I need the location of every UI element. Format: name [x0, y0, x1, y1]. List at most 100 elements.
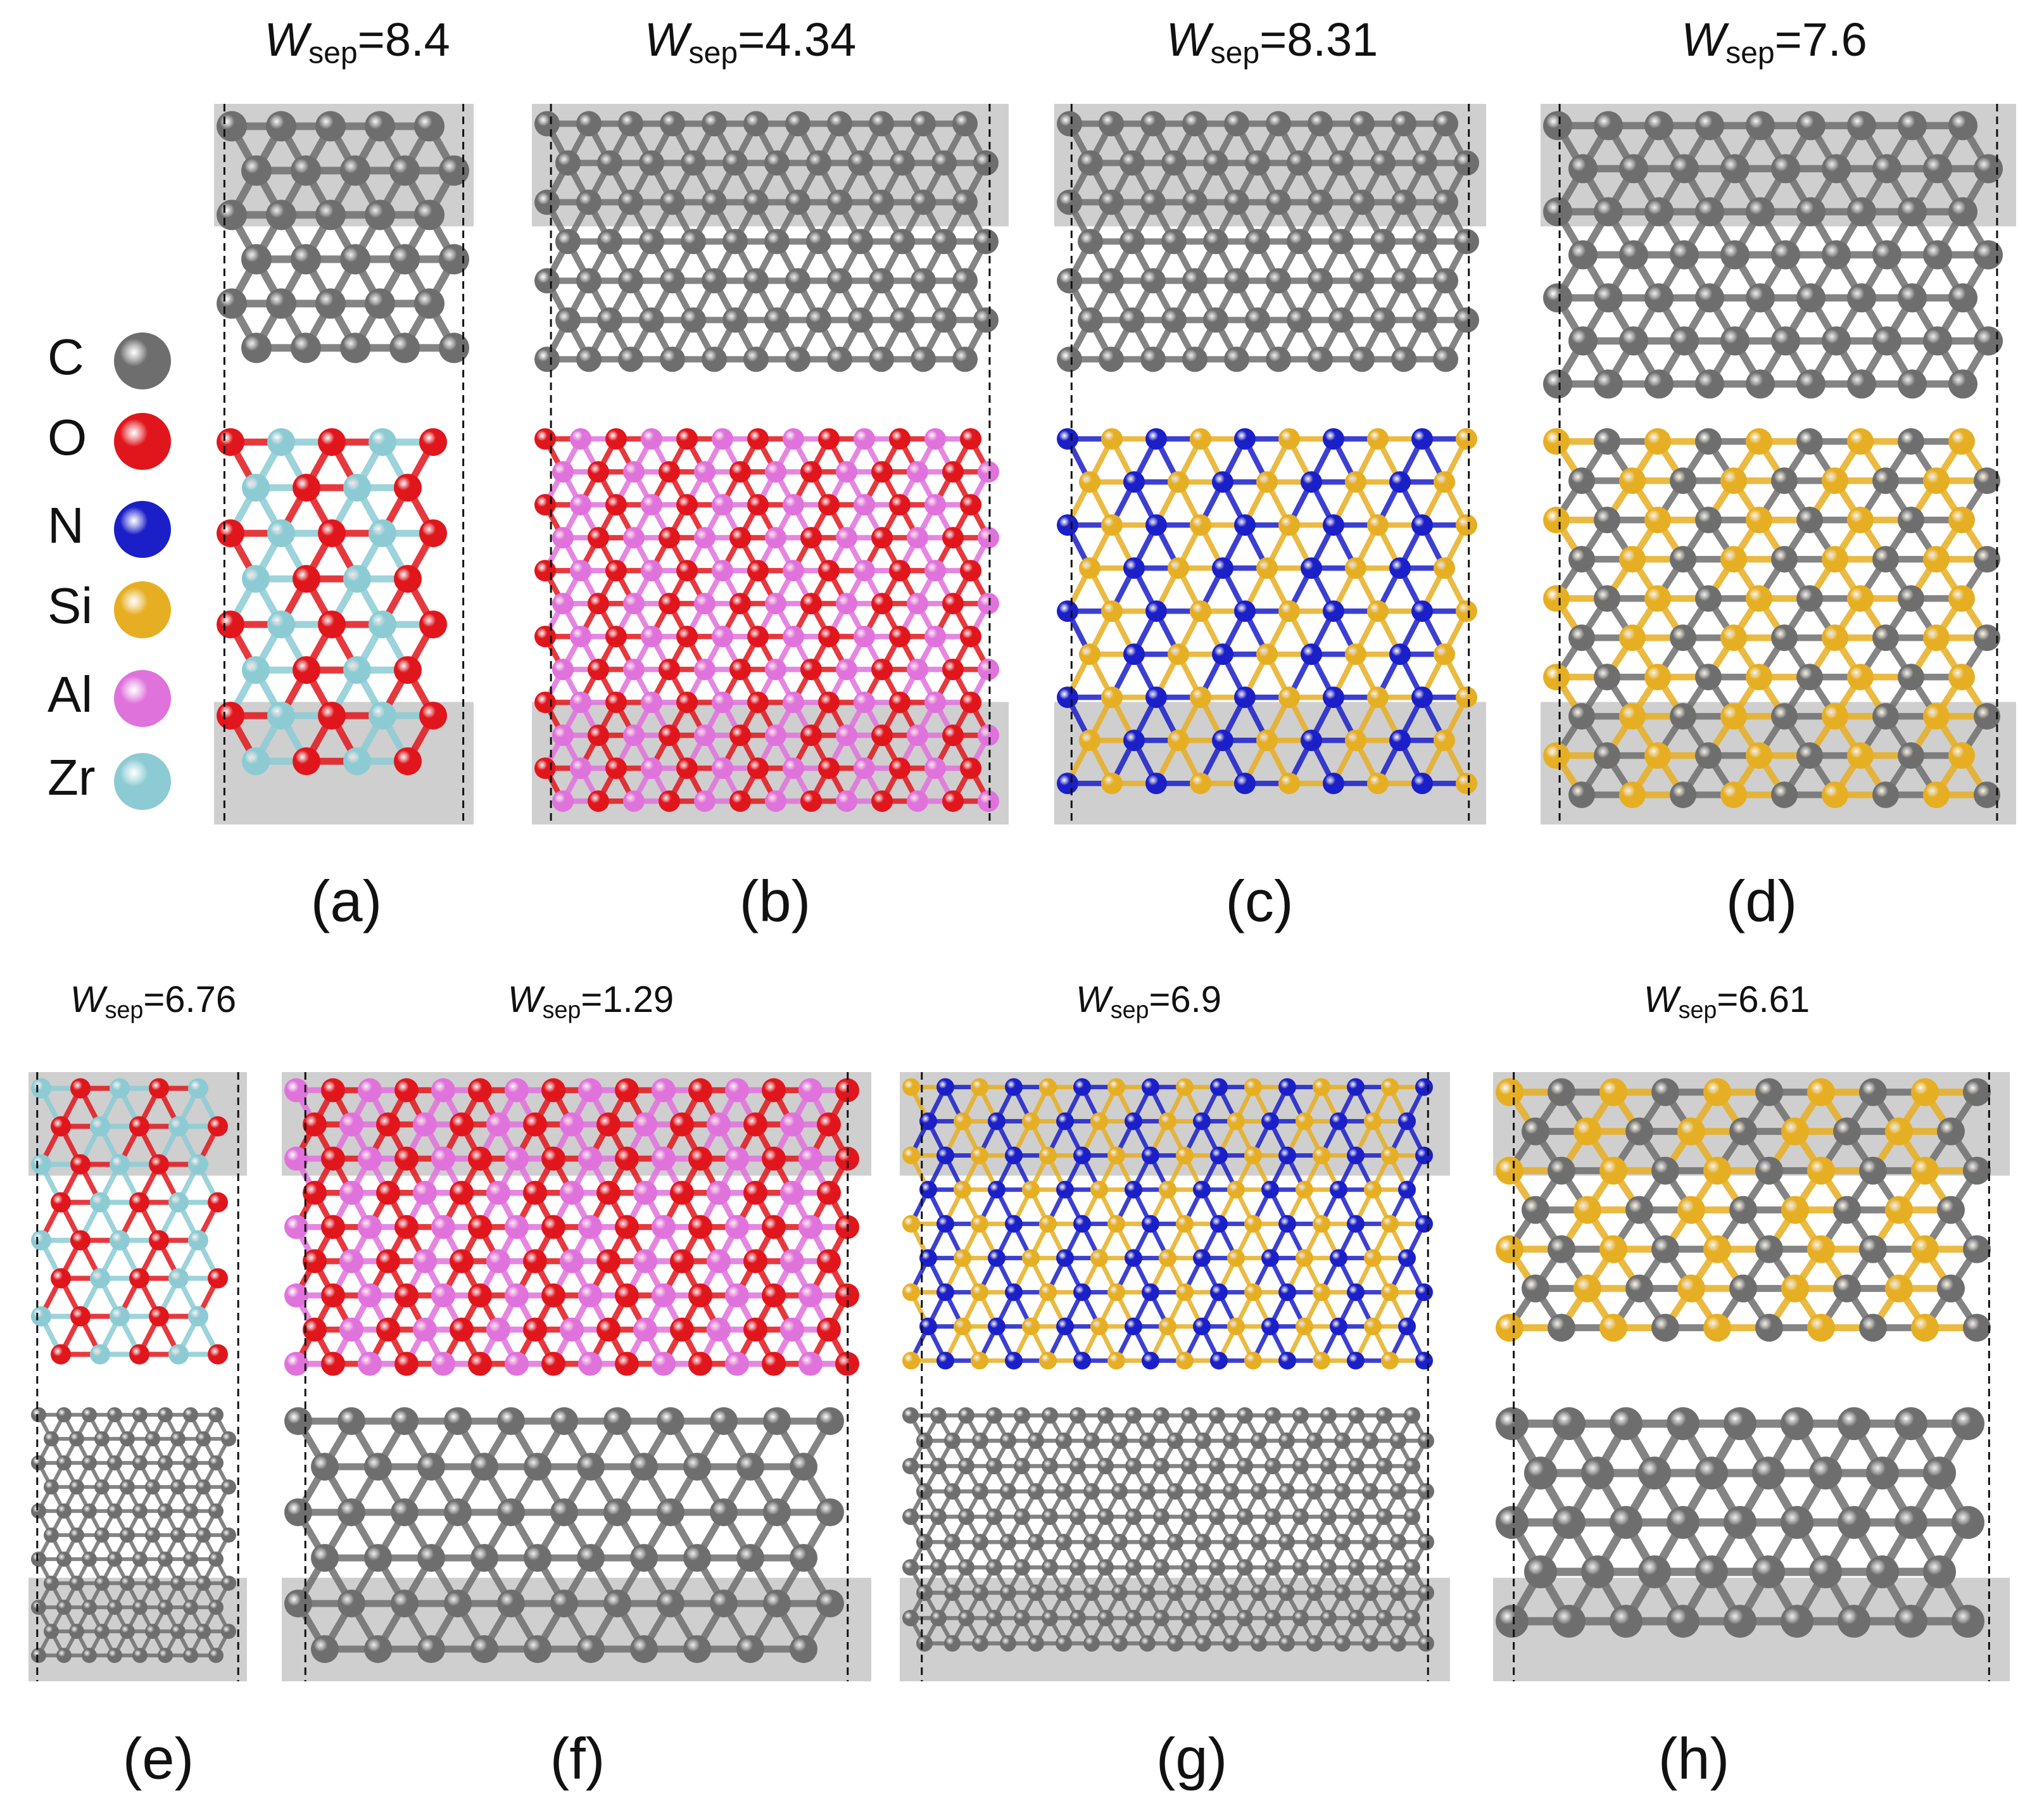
atom	[871, 527, 893, 549]
atom	[534, 626, 556, 648]
atom	[1391, 346, 1416, 372]
atom	[1347, 1283, 1365, 1301]
atom	[683, 1635, 711, 1664]
atom	[1176, 1283, 1194, 1301]
atom	[208, 1503, 224, 1519]
fixed-layer	[1054, 702, 1486, 825]
atom	[1328, 150, 1354, 176]
atom	[1729, 1117, 1757, 1146]
atom	[1847, 507, 1874, 534]
atom	[1142, 1283, 1159, 1301]
atom	[1720, 154, 1750, 184]
atom	[765, 659, 786, 681]
atom	[524, 1635, 552, 1664]
atom	[1746, 507, 1772, 534]
atom	[729, 527, 751, 549]
atom	[1111, 1432, 1128, 1450]
atom	[1963, 1078, 1991, 1106]
atom	[369, 610, 396, 639]
atom	[1145, 600, 1167, 622]
atom	[321, 1146, 345, 1171]
atom	[120, 1624, 135, 1640]
atom	[986, 1610, 1002, 1627]
atom	[1695, 428, 1722, 455]
atom	[168, 1116, 189, 1137]
atom	[1391, 111, 1416, 137]
atom	[1796, 585, 1823, 612]
atom	[1278, 1635, 1295, 1652]
atom	[605, 692, 627, 714]
atom	[1952, 1407, 1984, 1441]
atom	[1292, 1508, 1309, 1526]
atom	[1771, 154, 1800, 184]
atom	[623, 659, 645, 681]
atom	[1376, 1458, 1392, 1475]
atom	[284, 1351, 308, 1376]
atom	[736, 1544, 764, 1572]
atom	[221, 1479, 236, 1495]
atom	[1553, 1506, 1586, 1539]
atom	[208, 1600, 224, 1615]
atom	[944, 1635, 961, 1652]
atom	[1670, 240, 1699, 270]
atom	[1292, 1610, 1309, 1627]
atom	[1057, 111, 1082, 137]
atom	[958, 1407, 974, 1424]
atom	[1496, 1605, 1529, 1638]
atom	[712, 692, 733, 714]
atom	[56, 1600, 72, 1615]
atom	[1418, 1635, 1434, 1652]
atom	[1278, 1283, 1296, 1301]
atom	[1367, 428, 1389, 450]
atom	[1347, 1215, 1365, 1233]
atom	[1256, 471, 1278, 493]
atom	[315, 199, 346, 231]
atom	[1306, 1584, 1323, 1602]
atom	[1313, 1146, 1330, 1165]
atom	[570, 692, 591, 714]
atom	[1014, 1407, 1030, 1424]
atom	[1911, 1078, 1939, 1106]
atom	[729, 461, 751, 483]
atom	[937, 1078, 954, 1096]
atom	[1638, 1457, 1671, 1490]
atom	[1287, 229, 1312, 255]
atom	[1391, 268, 1416, 294]
atom	[1107, 1078, 1125, 1096]
atom	[82, 1407, 97, 1423]
atom	[1142, 1078, 1159, 1096]
atom	[942, 790, 964, 812]
atom	[1223, 1483, 1239, 1500]
atom	[615, 1146, 639, 1171]
atom	[534, 560, 556, 582]
atom	[1619, 240, 1648, 270]
atom	[1261, 1112, 1279, 1130]
atom	[266, 199, 296, 231]
panel-title: Wsep=8.4	[264, 13, 450, 70]
atom	[394, 1283, 419, 1308]
atom	[1746, 197, 1775, 227]
atom	[694, 593, 716, 615]
atom	[944, 1432, 961, 1450]
atom	[31, 1503, 46, 1519]
atom	[1720, 781, 1747, 809]
atom	[578, 1078, 602, 1103]
atom	[560, 1249, 584, 1273]
atom	[603, 1589, 631, 1618]
atom	[952, 346, 978, 372]
atom	[534, 757, 556, 780]
atom	[534, 268, 560, 294]
atom	[836, 659, 857, 681]
atom	[1948, 369, 1977, 399]
atom	[1245, 229, 1270, 255]
atom	[1278, 1215, 1296, 1233]
atom	[1847, 585, 1874, 612]
atom	[450, 1249, 474, 1273]
atom	[303, 1180, 327, 1205]
atom	[615, 1215, 639, 1239]
atom	[267, 519, 295, 548]
atom	[497, 1407, 525, 1436]
atom	[541, 1146, 565, 1171]
atom	[1237, 1610, 1253, 1627]
atom	[1948, 585, 1975, 612]
